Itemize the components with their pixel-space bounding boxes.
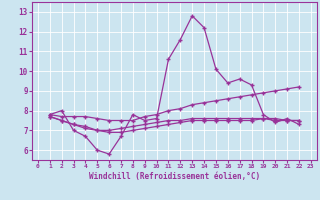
X-axis label: Windchill (Refroidissement éolien,°C): Windchill (Refroidissement éolien,°C) bbox=[89, 172, 260, 181]
